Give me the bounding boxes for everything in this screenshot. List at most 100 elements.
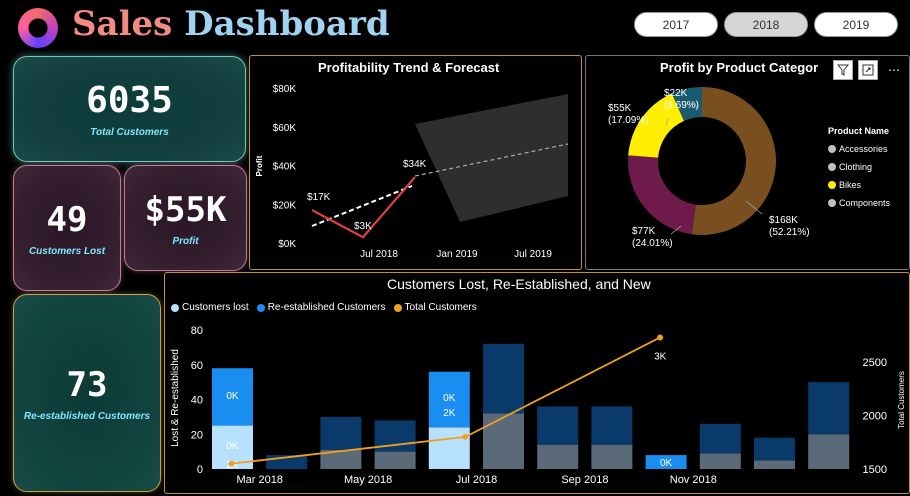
donut-slice[interactable] [628,155,696,235]
bar-segment-upper[interactable] [591,406,633,445]
bar-segment-lower[interactable] [483,413,524,469]
bar-segment-upper[interactable] [754,437,795,461]
bar-y-tick: 20 [191,429,203,441]
trend-y-tick: $0K [278,239,296,250]
bar-segment-upper[interactable] [808,382,850,435]
bar-data-label: 2K [443,408,456,419]
bar-segment-upper[interactable] [699,423,741,454]
legend-dot [828,181,836,189]
kpi-profit: $55K Profit [124,165,247,271]
legend-dot [171,303,179,312]
donut-slice[interactable] [691,87,776,235]
year-button-2019[interactable]: 2019 [814,12,898,37]
bar-y-axis-label: Lost & Re-established [170,349,181,447]
bar-y-tick: 0 [197,464,203,476]
trend-x-tick: Jul 2018 [360,249,398,260]
legend-item-clothing[interactable]: Clothing [828,162,890,172]
kpi-label: Customers Lost [28,245,106,257]
bar-chart-title: Customers Lost, Re-Established, and New [387,276,651,292]
kpi-label: Total Customers [90,127,169,138]
legend-label: Accessories [839,144,888,154]
kpi-customers-lost: 49 Customers Lost [13,165,121,291]
donut-legend: Product Name Accessories Clothing Bikes … [828,126,890,216]
year-button-2018[interactable]: 2018 [724,12,808,37]
year-button-2017[interactable]: 2017 [634,12,718,37]
legend-dot [256,303,265,312]
bar-segment-lower[interactable] [591,444,633,469]
profitability-trend-panel[interactable]: Profitability Trend & Forecast $80K $60K $… [249,55,582,270]
legend-item-components[interactable]: Components [828,198,890,208]
bar-segment-lower[interactable] [537,444,579,469]
app-logo [18,8,58,48]
bar-y2-tick: 1500 [863,464,887,476]
donut-chart: $168K(52.21%) $77K(24.01%) $55K(17.09%) $22… [608,87,810,249]
more-options-icon[interactable]: ⋯ [884,60,904,80]
focus-mode-icon[interactable] [858,60,878,80]
slice-value-label: $168K [769,215,798,226]
bar-segment-lower[interactable] [699,453,741,469]
legend-item-bikes[interactable]: Bikes [828,180,890,190]
bar-segment-lower[interactable] [320,449,362,469]
legend-label: Bikes [839,180,862,190]
title-part-dashboard: Dashboard [184,4,390,44]
legend-label: Clothing [839,162,873,172]
legend-item-reestablished[interactable]: Re-established Customers [256,302,386,313]
total-point[interactable] [657,334,664,341]
legend-item-total-customers[interactable]: Total Customers [393,302,477,313]
donut-title: Profit by Product Categor [660,60,819,75]
bar-y2-axis-label: Total Customers [897,371,906,429]
leader-line [693,101,698,109]
slice-pct-label: (6.69%) [664,100,699,111]
bar-segment-upper[interactable] [483,343,524,414]
bar-x-tick: Nov 2018 [670,474,717,486]
page-title: Sales Dashboard [72,4,390,44]
slice-value-label: $55K [608,103,632,114]
customers-chart-panel[interactable]: Customers Lost, Re-Established, and New … [164,272,910,494]
bar-y-tick: 40 [191,395,203,407]
total-point[interactable] [462,433,469,440]
leader-line [670,225,682,235]
bar-data-label: 0K [226,441,239,452]
bar-segment-upper[interactable] [212,368,253,426]
trend-y-tick: $40K [273,162,297,173]
trend-title: Profitability Trend & Forecast [318,60,500,75]
bar-segment-lower[interactable] [374,451,416,469]
donut-slice[interactable] [671,87,702,121]
bar-segment-lower[interactable] [428,427,470,469]
bar-chart-legend: Customers lost Re-established Customers … [171,302,477,313]
trend-y-tick: $60K [273,123,297,134]
bar-segment-upper[interactable] [537,406,579,445]
leader-line [745,200,763,215]
title-part-sales: Sales [72,4,173,44]
total-point[interactable] [228,460,235,467]
bar-x-tick: Sep 2018 [561,474,608,486]
legend-item-customers-lost[interactable]: Customers lost [171,302,249,313]
bar-segment-lower[interactable] [754,460,795,469]
profit-by-category-panel[interactable]: Profit by Product Categor ⋯ $168K (52.21%… [585,55,910,270]
bar-data-label: 0K [226,391,239,402]
kpi-total-customers: 6035 Total Customers [13,56,246,162]
trend-point-label: $3K [354,221,372,232]
trend-y-tick: $20K [273,200,297,211]
bar-segment-upper[interactable] [645,455,687,469]
kpi-value: 73 [66,364,108,405]
kpi-reestablished-customers: 73 Re-established Customers [13,294,161,492]
trend-y-tick: $80K [273,84,297,95]
bar-y2-tick: 2000 [863,411,887,423]
bar-segment-lower[interactable] [808,434,850,469]
bar-segment-upper[interactable] [428,371,470,428]
kpi-label: Re-established Customers [23,410,151,422]
trend-chart: $80K $60K $40K $20K $0K Jul 2018 Jan 2019 Jul … [255,84,569,260]
legend-item-accessories[interactable]: Accessories [828,144,890,154]
slice-pct-label: (24.01%) [632,238,673,249]
bar-data-label: 0K [660,458,673,469]
filter-icon[interactable] [833,60,853,80]
forecast-line [414,143,569,177]
bar-y2-tick: 2500 [863,357,887,369]
trend-x-tick: Jan 2019 [436,249,478,260]
bar-segment-upper[interactable] [320,416,362,450]
slice-value-label: $22K [664,88,688,99]
bar-y-tick: 80 [191,325,203,337]
kpi-value: $55K [144,189,227,230]
donut-slice[interactable] [628,93,685,158]
